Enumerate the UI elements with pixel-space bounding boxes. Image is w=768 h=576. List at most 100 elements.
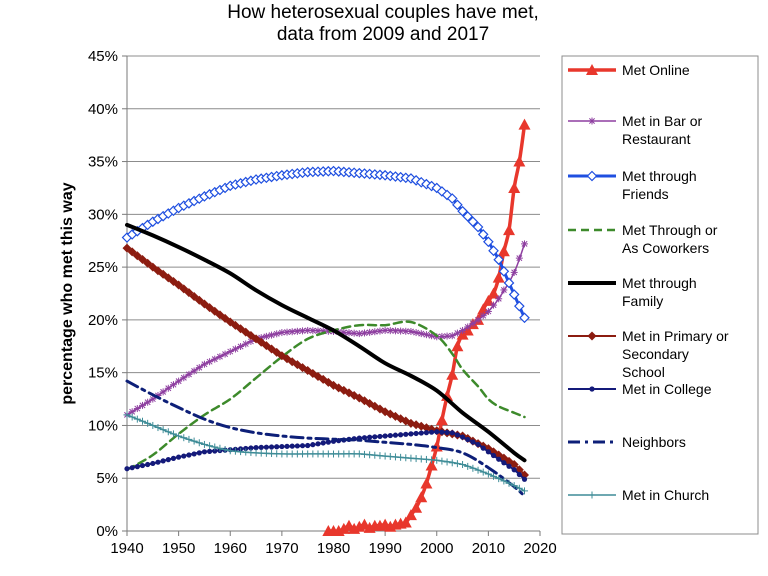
data-point (511, 467, 517, 473)
data-point (201, 449, 208, 455)
data-point (444, 429, 450, 436)
data-point (443, 332, 451, 340)
data-point (477, 229, 489, 240)
data-point (472, 221, 484, 233)
legend-box (561, 55, 759, 535)
data-point (474, 316, 482, 324)
star-marker-stroke (480, 312, 487, 319)
data-point (387, 432, 393, 439)
x-tick-label: 1990 (368, 540, 401, 557)
legend-entry: Met Online (568, 62, 690, 78)
data-point (453, 460, 461, 468)
y-tick-label: 10% (88, 417, 118, 434)
legend-label: Friends (622, 186, 669, 202)
data-point (439, 429, 445, 435)
legend-marker (586, 170, 598, 182)
data-point (490, 301, 498, 309)
star-marker-stroke (392, 327, 399, 334)
data-point (418, 430, 424, 436)
data-point (273, 330, 281, 338)
legend-entry: Met Through or As Coworkers (568, 222, 718, 256)
data-point (231, 345, 239, 353)
data-point (500, 286, 508, 294)
series-line (126, 247, 526, 477)
data-point (248, 445, 254, 451)
data-point (398, 432, 404, 438)
data-point (433, 456, 441, 464)
data-point (446, 193, 458, 204)
star-marker-stroke (206, 358, 213, 365)
data-point (304, 326, 312, 334)
data-point (474, 466, 482, 474)
data-point (211, 355, 219, 363)
y-tick-label: 0% (96, 523, 118, 540)
data-point (211, 443, 219, 451)
series-met-in-primary-or-secondary-school (122, 243, 530, 480)
data-point (488, 245, 499, 257)
data-point (470, 439, 476, 445)
data-point (510, 482, 518, 490)
y-tick-label: 35% (88, 154, 118, 171)
star-marker-stroke (444, 333, 451, 340)
data-point (145, 461, 151, 468)
y-tick-label: 45% (88, 48, 118, 65)
legend-entry: Met in Church (568, 487, 709, 503)
data-point (449, 430, 455, 436)
data-point (367, 434, 373, 440)
series-line (125, 379, 526, 498)
star-marker-stroke (134, 405, 141, 412)
legend-label: Secondary (622, 346, 689, 362)
series-line (125, 222, 527, 463)
legend-entry: Met in Primary or Secondary School (568, 328, 729, 380)
data-point (154, 424, 162, 432)
star-marker-stroke (366, 329, 373, 336)
star-marker-stroke (521, 240, 528, 247)
data-point (515, 254, 523, 262)
legend-label: Met through (622, 168, 697, 184)
data-point (407, 328, 415, 335)
star-marker-stroke (397, 328, 404, 335)
data-point (366, 328, 374, 336)
data-point (487, 287, 500, 299)
data-point (138, 417, 146, 425)
star-marker-stroke (589, 118, 595, 124)
star-marker-stroke (475, 316, 482, 323)
data-point (423, 430, 430, 436)
data-point (422, 331, 430, 339)
data-point (410, 501, 423, 513)
data-point (206, 358, 214, 366)
data-point (454, 432, 460, 438)
data-point (459, 434, 466, 440)
y-tick-label: 40% (88, 101, 118, 118)
data-point (175, 432, 183, 440)
data-point (139, 462, 146, 469)
data-point (325, 439, 331, 445)
data-point (164, 384, 172, 392)
data-point (293, 327, 301, 335)
y-tick-label: 5% (96, 470, 118, 487)
x-tick-label: 1980 (317, 540, 350, 557)
data-point (464, 323, 472, 331)
data-point (490, 472, 498, 480)
data-point (360, 329, 368, 337)
star-marker-stroke (232, 346, 239, 353)
star-marker-stroke (459, 327, 466, 334)
star-marker-stroke (294, 328, 301, 335)
data-point (237, 342, 245, 350)
x-tick-label: 1950 (162, 540, 195, 557)
star-marker-stroke (438, 333, 445, 340)
data-point (212, 448, 218, 454)
data-point (284, 443, 290, 449)
x-tick-label: 1940 (110, 540, 143, 557)
data-point (438, 457, 446, 465)
data-point (190, 367, 198, 375)
data-point (376, 327, 384, 335)
star-marker-stroke (315, 327, 321, 334)
data-point (479, 468, 487, 476)
data-point (464, 462, 472, 470)
data-point (274, 444, 280, 450)
star-marker-stroke (227, 348, 234, 355)
data-point (518, 118, 531, 130)
legend-entry: Met in College (568, 381, 712, 397)
data-point (462, 211, 474, 222)
